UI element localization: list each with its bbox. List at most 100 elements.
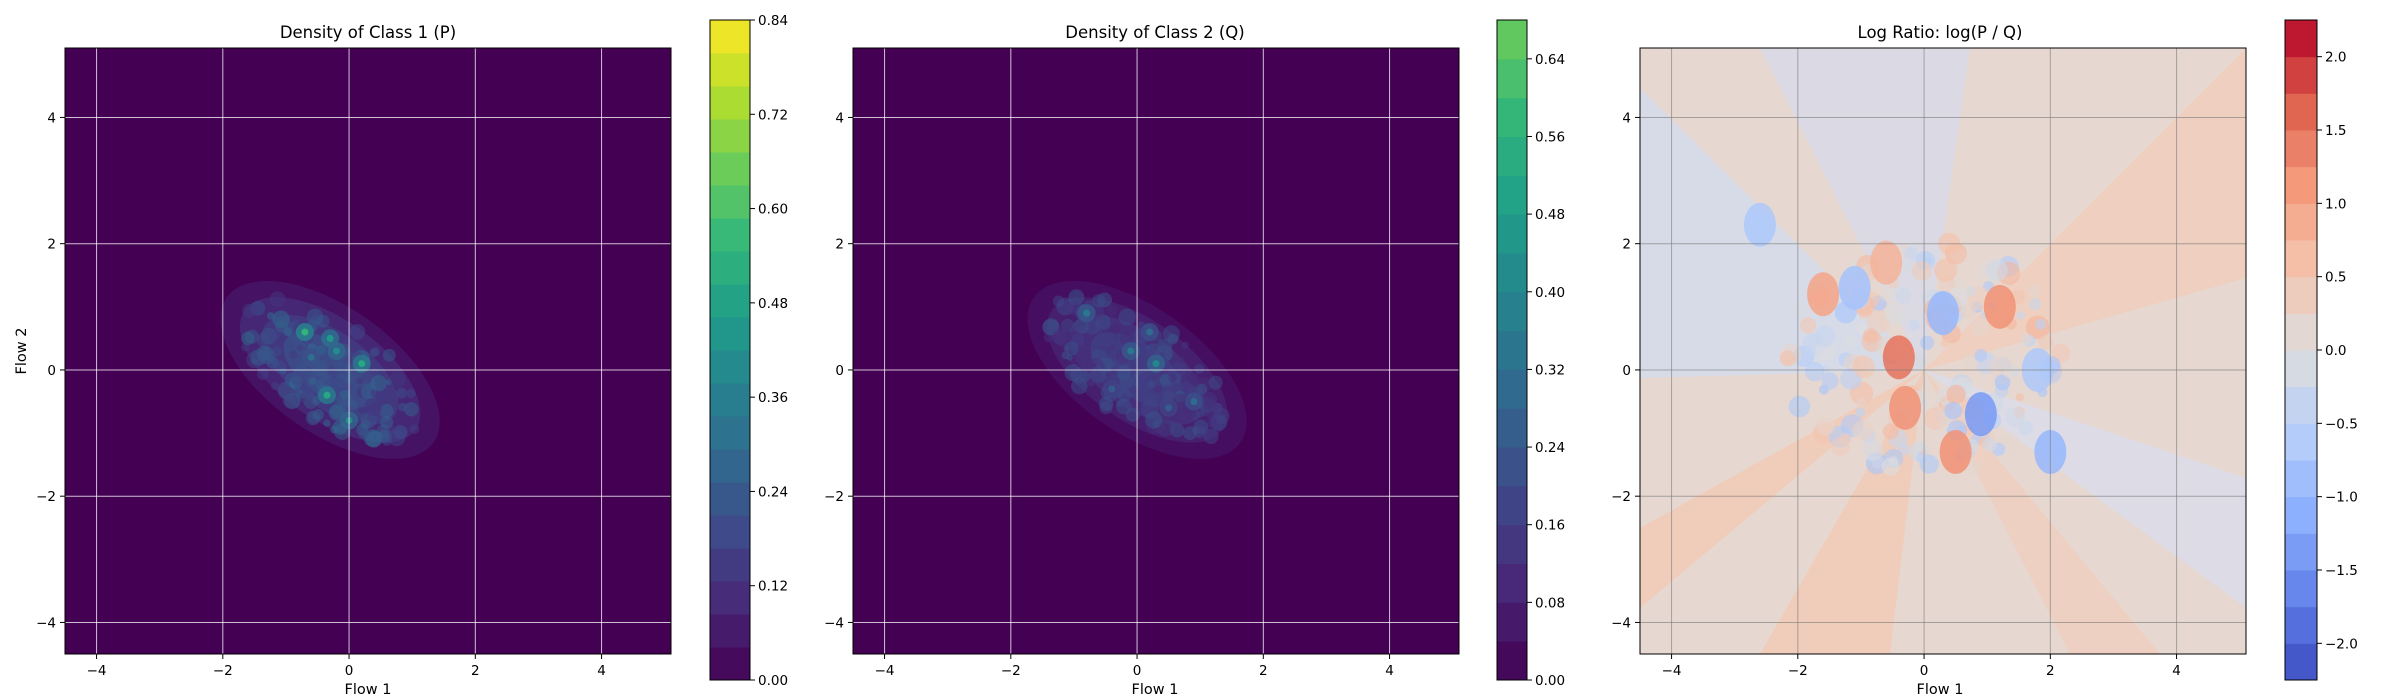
density-blob xyxy=(1159,374,1171,386)
y-tick-label: −4 xyxy=(36,615,56,631)
density-blob xyxy=(296,344,304,352)
y-tick-label: 4 xyxy=(835,110,844,126)
density-blob xyxy=(1196,383,1208,395)
ratio-blob xyxy=(1843,334,1857,348)
colorbar-level xyxy=(710,251,750,285)
density-blob xyxy=(336,390,353,407)
density-blob xyxy=(1066,301,1081,315)
colorbar-tick-label: 0.08 xyxy=(1535,595,1565,611)
ratio-blob xyxy=(1800,317,1817,334)
ratio-blob xyxy=(1856,397,1867,408)
y-tick-label: −4 xyxy=(1611,615,1631,631)
density-blob xyxy=(373,432,384,443)
density-blob xyxy=(1208,375,1223,390)
colorbar-level xyxy=(2285,203,2317,241)
x-tick-label: −4 xyxy=(1662,663,1682,679)
ratio-blob xyxy=(1961,354,1979,371)
colorbar-level xyxy=(1497,563,1527,603)
x-tick-label: 0 xyxy=(1920,663,1929,679)
panel-1-frame xyxy=(64,47,672,655)
colorbar-level xyxy=(2285,56,2317,94)
ratio-blob xyxy=(1994,374,2011,391)
colorbar-level xyxy=(2285,350,2317,388)
density-blob xyxy=(1084,319,1100,335)
density-blob xyxy=(268,328,281,341)
density-blob xyxy=(241,343,250,352)
x-tick-label: −2 xyxy=(213,663,233,679)
ratio-blob xyxy=(1916,451,1928,464)
colorbar-tick-label: 0.60 xyxy=(758,202,788,218)
y-tick-label: −2 xyxy=(824,489,844,505)
colorbar-level xyxy=(710,218,750,252)
y-tick-label: 2 xyxy=(1622,237,1631,253)
colorbar-level xyxy=(2285,460,2317,498)
colorbar-tick-label: 1.0 xyxy=(2325,196,2346,212)
ratio-blob xyxy=(1911,260,1932,281)
density-peak xyxy=(1152,360,1160,368)
ratio-blob xyxy=(1816,416,1835,436)
density-blob xyxy=(1148,380,1156,388)
ratio-negative-region xyxy=(1743,202,1776,247)
colorbar-level xyxy=(710,515,750,549)
density-peak xyxy=(1127,347,1135,355)
density-blob xyxy=(1213,407,1230,425)
density-peak xyxy=(1108,385,1116,393)
colorbar-level xyxy=(710,449,750,483)
panel-1-title: Density of Class 1 (P) xyxy=(280,23,456,42)
ratio-blob xyxy=(2016,311,2025,320)
density-blob xyxy=(370,375,387,392)
density-blob xyxy=(1109,344,1116,352)
density-blob xyxy=(1153,384,1162,394)
colorbar-level xyxy=(1497,524,1527,565)
y-tick-label: 2 xyxy=(835,237,844,253)
colorbar-level xyxy=(2285,386,2317,424)
colorbar-level xyxy=(2285,313,2317,351)
ratio-blob xyxy=(1885,302,1908,325)
colorbar-tick-label: 0.36 xyxy=(758,390,788,406)
ratio-blob xyxy=(1937,419,1949,431)
ratio-blob xyxy=(1878,284,1896,302)
x-tick-label: −2 xyxy=(1788,663,1808,679)
colorbar-tick-label: 2.0 xyxy=(2325,50,2346,66)
density-blob xyxy=(1118,308,1136,326)
density-blob xyxy=(323,419,331,427)
colorbar-level xyxy=(1497,330,1527,370)
density-blob xyxy=(1066,354,1073,361)
density-blob xyxy=(1064,364,1082,382)
density-blob xyxy=(291,371,307,386)
ratio-positive-region xyxy=(1807,272,1840,317)
ratio-positive-region xyxy=(1889,385,1922,430)
ratio-blob xyxy=(2003,368,2013,378)
ratio-blob xyxy=(1852,355,1876,379)
colorbar-level xyxy=(2285,496,2317,534)
panel-2-frame xyxy=(852,47,1460,655)
density-blob xyxy=(344,383,352,391)
colorbar-level xyxy=(1497,447,1527,487)
density-blob xyxy=(1203,428,1219,445)
ratio-positive-region xyxy=(1983,284,2016,329)
density-blob xyxy=(1092,294,1106,308)
colorbar-tick-label: 0.40 xyxy=(1535,285,1565,301)
ratio-positive-region xyxy=(1882,335,1915,380)
y-tick-label: 4 xyxy=(47,110,56,126)
ratio-blob xyxy=(1965,285,1977,297)
density-blob xyxy=(356,377,364,385)
colorbar-level xyxy=(1497,20,1527,60)
density-blob xyxy=(379,403,394,418)
density-blob xyxy=(330,377,346,393)
colorbar-level xyxy=(2285,240,2317,278)
density-peak xyxy=(332,347,340,355)
panel-3-xticks: −4 −2 0 2 4 xyxy=(1662,654,2181,679)
colorbar-tick-label: 0.84 xyxy=(758,13,788,29)
density-blob xyxy=(1142,393,1158,408)
y-tick-label: −4 xyxy=(824,615,844,631)
panel-1-xticks: −4 −2 0 2 4 xyxy=(87,654,606,679)
ratio-negative-region xyxy=(1964,392,1997,437)
density-blob xyxy=(1157,338,1173,354)
colorbar-tick-label: 0.64 xyxy=(1535,52,1565,68)
colorbar-level xyxy=(1497,602,1527,642)
density-blob xyxy=(1070,355,1082,367)
ratio-blob xyxy=(1908,319,1920,331)
density-blob xyxy=(1206,417,1218,428)
colorbar-level xyxy=(710,614,750,648)
